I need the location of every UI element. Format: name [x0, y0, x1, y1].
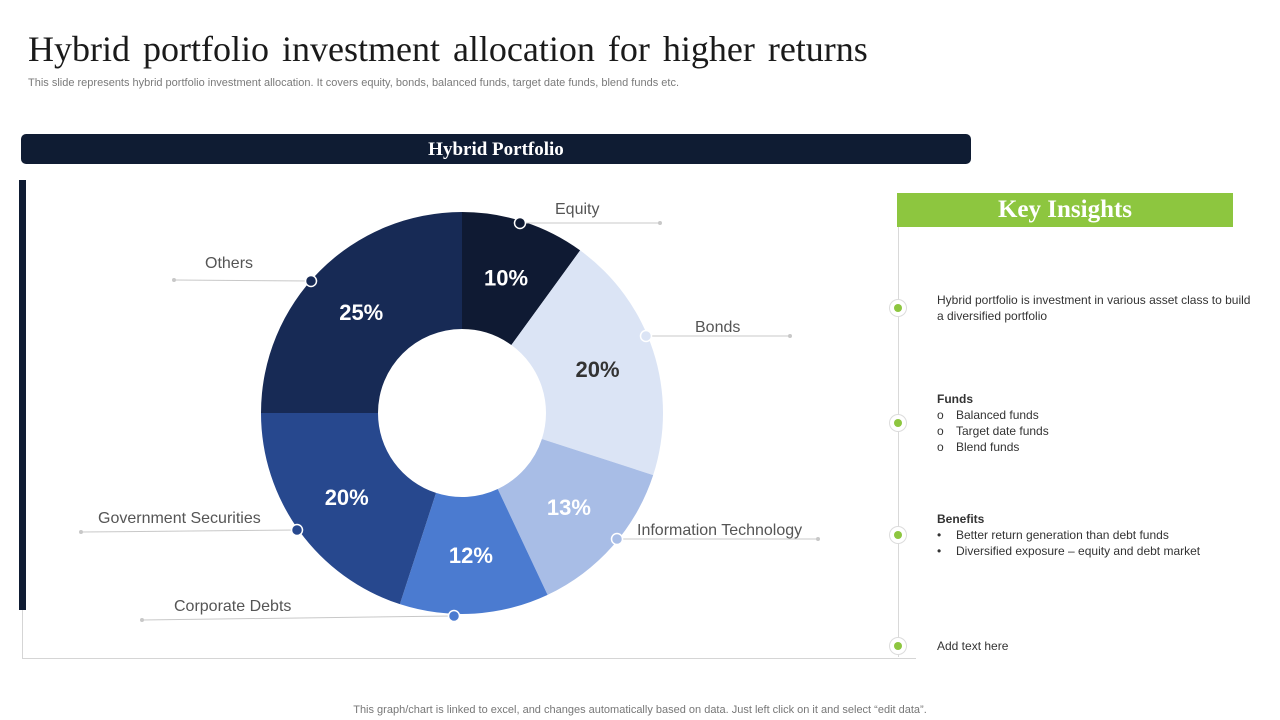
- leader-end-information-technology: [816, 537, 820, 541]
- leader-end-government-securities: [79, 530, 83, 534]
- footer-note: This graph/chart is linked to excel, and…: [353, 704, 927, 716]
- leader-dot-government-securities: [290, 523, 304, 537]
- leader-end-bonds: [788, 334, 792, 338]
- data-label-corporate-debts: 12%: [449, 543, 493, 568]
- leader-dot-corporate-debts: [447, 609, 461, 623]
- page-subtitle: This slide represents hybrid portfolio i…: [28, 77, 680, 89]
- category-label-others: Others: [205, 255, 253, 272]
- circle-bullet-icon: o: [937, 408, 944, 422]
- panel-accent-bar: [19, 180, 26, 610]
- leader-dot-equity: [513, 216, 527, 230]
- data-label-government-securities: 20%: [325, 485, 369, 510]
- page-title: Hybrid portfolio investment allocation f…: [28, 29, 868, 69]
- category-label-government-securities: Government Securities: [98, 510, 261, 527]
- benefits-heading: Benefits: [937, 512, 985, 526]
- slice-equity[interactable]: [462, 212, 581, 346]
- insight-intro: Hybrid portfolio is investment in variou…: [937, 293, 1251, 323]
- category-label-equity: Equity: [555, 201, 599, 218]
- funds-list: o Balanced funds o Target date funds o Blen…: [937, 407, 1257, 455]
- leader-line-government-securities: [80, 529, 298, 533]
- data-label-others: 25%: [339, 300, 383, 325]
- leader-end-equity: [658, 221, 662, 225]
- timeline-dot-4: [894, 642, 902, 650]
- slice-government-securities[interactable]: [261, 413, 437, 605]
- timeline-dot-3: [894, 531, 902, 539]
- key-insights-header: Key Insights: [897, 193, 1233, 227]
- list-item: o Balanced funds: [937, 408, 1039, 422]
- slice-bonds[interactable]: [511, 250, 663, 476]
- leader-end-others: [172, 278, 176, 282]
- slice-information-technology[interactable]: [497, 438, 654, 595]
- list-item: • Diversified exposure – equity and debt …: [937, 544, 1201, 558]
- slice-corporate-debts[interactable]: [399, 489, 548, 614]
- timeline-dot-2: [894, 419, 902, 427]
- leader-dot-information-technology: [610, 532, 624, 546]
- category-label-corporate-debts: Corporate Debts: [174, 598, 291, 615]
- list-item: • Better return generation than debt fund…: [937, 528, 1169, 542]
- slice-others[interactable]: [261, 212, 462, 413]
- benefits-list: • Better return generation than debt fund…: [937, 527, 1267, 559]
- bullet-icon: •: [937, 528, 942, 542]
- insight-funds: Funds o Balanced funds o Target date funds…: [937, 391, 1257, 455]
- timeline-dot-1: [894, 304, 902, 312]
- insight-add-text[interactable]: Add text here: [937, 639, 1009, 653]
- list-item: o Target date funds: [937, 424, 1049, 438]
- panel-border-left: [22, 610, 23, 658]
- data-label-bonds: 20%: [576, 357, 620, 382]
- leader-dot-others: [304, 274, 318, 288]
- bullet-icon: •: [937, 544, 942, 558]
- leader-line-corporate-debts: [141, 615, 455, 621]
- insights-timeline: [898, 227, 899, 657]
- funds-heading: Funds: [937, 392, 973, 406]
- circle-bullet-icon: o: [937, 424, 944, 438]
- leader-dot-bonds: [639, 329, 653, 343]
- insight-benefits: Benefits • Better return generation than …: [937, 511, 1267, 559]
- panel-header: Hybrid Portfolio: [21, 134, 971, 164]
- data-label-equity: 10%: [484, 265, 528, 290]
- panel-border-bottom: [22, 658, 916, 659]
- category-label-bonds: Bonds: [695, 319, 740, 336]
- leader-end-corporate-debts: [140, 618, 144, 622]
- circle-bullet-icon: o: [937, 440, 944, 454]
- data-label-information-technology: 13%: [547, 495, 591, 520]
- list-item: o Blend funds: [937, 440, 1020, 454]
- leader-line-others: [173, 279, 312, 282]
- category-label-information-technology: Information Technology: [637, 522, 802, 539]
